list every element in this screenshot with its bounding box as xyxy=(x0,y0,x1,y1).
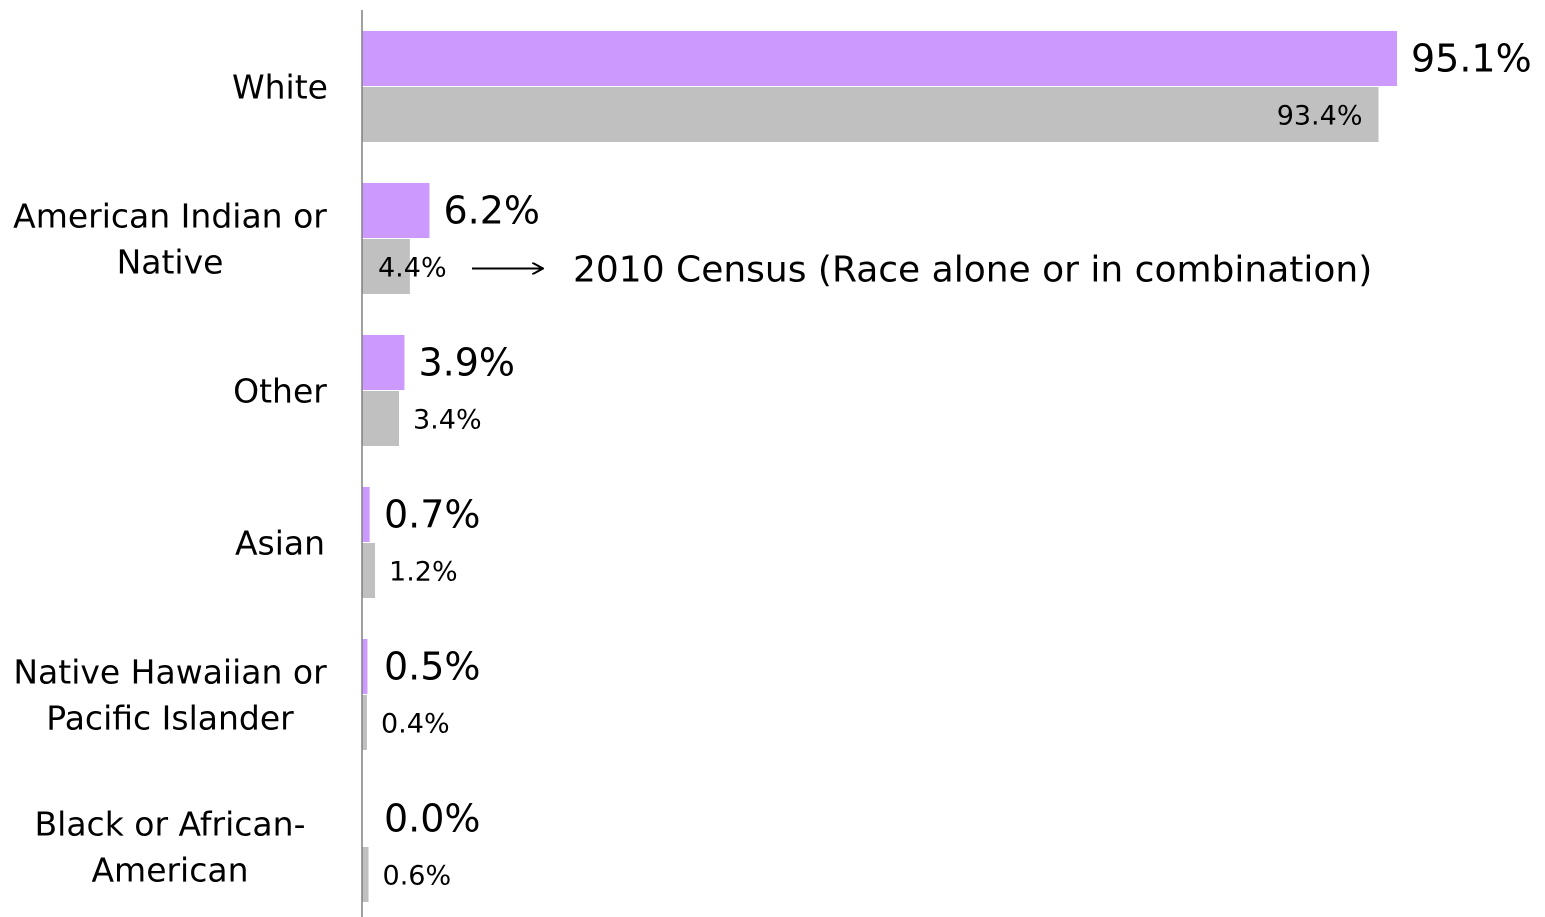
bar-primary xyxy=(362,639,368,694)
category-label-line: Native xyxy=(117,243,224,282)
category-label-line: American xyxy=(91,851,248,890)
value-label-primary: 0.0% xyxy=(384,797,481,841)
category-label: American Indian or Native xyxy=(13,197,327,282)
category-label-line: White xyxy=(232,68,328,107)
category-label-line: Black or African- xyxy=(35,805,306,844)
value-label-primary: 6.2% xyxy=(443,189,540,233)
bar-census xyxy=(362,87,1379,142)
annotation-text: 2010 Census (Race alone or in combinatio… xyxy=(573,250,1372,291)
category-label: Other xyxy=(233,372,327,411)
value-label-primary: 3.9% xyxy=(418,341,515,385)
bar-primary xyxy=(362,335,405,390)
category-label: Native Hawaiian or Pacific Islander xyxy=(13,653,327,738)
category-label: White xyxy=(232,68,328,107)
value-label-census: 93.4% xyxy=(1277,101,1363,132)
bar-census xyxy=(362,847,369,902)
bar-primary xyxy=(362,183,430,238)
bar-census xyxy=(362,543,376,598)
value-label-census: 1.2% xyxy=(389,557,458,588)
bar-census xyxy=(362,391,400,446)
value-label-census: 4.4% xyxy=(378,253,447,284)
bars-layer xyxy=(362,31,1397,902)
value-label-census: 0.4% xyxy=(381,709,450,740)
category-labels: White American Indian or Native Other Asian N… xyxy=(13,68,328,890)
category-label: Asian xyxy=(235,524,325,563)
value-label-primary: 0.5% xyxy=(384,645,481,689)
category-label-line: Asian xyxy=(235,524,325,563)
value-label-primary: 0.7% xyxy=(384,493,481,537)
census-annotation: 2010 Census (Race alone or in combinatio… xyxy=(472,250,1372,291)
category-label-line: Pacific Islander xyxy=(46,699,294,738)
value-label-primary: 95.1% xyxy=(1411,37,1532,81)
category-label-line: Native Hawaiian or xyxy=(13,653,327,692)
bar-census xyxy=(362,695,367,750)
value-labels: 95.1% 6.2% 3.9% 0.7% 0.5% 0.0% 93.4% 4.4% 3.4% 1.… xyxy=(378,37,1532,892)
category-label-line: Other xyxy=(233,372,327,411)
bar-primary xyxy=(362,31,1397,86)
category-label: Black or African- American xyxy=(35,805,306,890)
bar-primary xyxy=(362,487,370,542)
value-label-census: 3.4% xyxy=(413,405,482,436)
bar-census xyxy=(362,239,410,294)
category-label-line: American Indian or xyxy=(13,197,327,236)
value-label-census: 0.6% xyxy=(383,861,452,892)
